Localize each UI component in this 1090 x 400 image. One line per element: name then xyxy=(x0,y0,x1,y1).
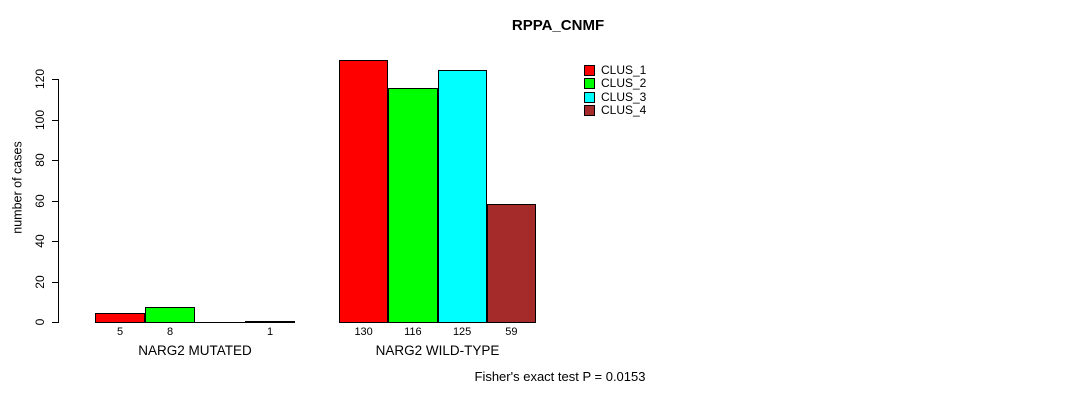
bar-clus-2 xyxy=(388,88,438,323)
y-tick-mark xyxy=(52,201,58,202)
legend-label: CLUS_3 xyxy=(601,89,647,104)
y-tick-label: 80 xyxy=(33,153,47,167)
legend-color-swatch xyxy=(584,91,595,103)
y-tick-label: 60 xyxy=(33,194,47,208)
x-category-label: NARG2 MUTATED xyxy=(138,343,252,358)
y-tick-label: 100 xyxy=(33,109,47,131)
y-tick-mark xyxy=(52,282,58,283)
bar-value-label: 130 xyxy=(354,326,373,338)
legend-color-swatch xyxy=(584,78,595,90)
legend-color-swatch xyxy=(584,65,595,77)
x-category-label: NARG2 WILD-TYPE xyxy=(375,343,500,358)
y-tick-mark xyxy=(52,322,58,323)
bar-value-label: 59 xyxy=(505,326,518,338)
bar-value-label: 116 xyxy=(404,326,422,338)
y-tick-label: 40 xyxy=(33,234,47,248)
bar-value-label: 5 xyxy=(116,326,124,338)
y-tick-mark xyxy=(52,241,58,242)
bar-clus-4 xyxy=(486,204,536,323)
y-tick-label: 0 xyxy=(33,318,47,326)
bar-clus-1 xyxy=(95,313,145,323)
bar-value-label: 8 xyxy=(166,326,174,338)
legend-label: CLUS_1 xyxy=(601,63,647,78)
bar-clus-1 xyxy=(339,60,389,323)
chart-title: RPPA_CNMF xyxy=(511,17,605,34)
legend-label: CLUS_4 xyxy=(601,103,647,118)
legend-label: CLUS_2 xyxy=(601,76,647,91)
legend-item-clus-2: CLUS_2 xyxy=(584,77,646,90)
bar-clus-3 xyxy=(437,70,487,323)
y-tick-mark xyxy=(52,120,58,121)
x-baseline xyxy=(95,322,295,323)
y-tick-label: 20 xyxy=(33,275,47,289)
legend-color-swatch xyxy=(584,105,595,117)
y-tick-mark xyxy=(52,160,58,161)
legend: CLUS_1 CLUS_2 CLUS_3 CLUS_4 xyxy=(584,64,646,117)
y-tick-mark xyxy=(52,79,58,80)
footer-annotation: Fisher's exact test P = 0.0153 xyxy=(474,369,646,384)
legend-item-clus-3: CLUS_3 xyxy=(584,89,647,104)
bar-value-label: 125 xyxy=(452,326,472,338)
bar-clus-4 xyxy=(245,321,295,323)
bar-value-label: 1 xyxy=(266,326,274,338)
y-axis-label: number of cases xyxy=(10,141,25,234)
y-axis-line xyxy=(58,79,59,323)
legend-item-clus-4: CLUS_4 xyxy=(584,104,646,117)
bar-clus-2 xyxy=(145,307,195,323)
legend-item-clus-1: CLUS_1 xyxy=(584,64,646,77)
y-tick-label: 120 xyxy=(33,68,47,90)
